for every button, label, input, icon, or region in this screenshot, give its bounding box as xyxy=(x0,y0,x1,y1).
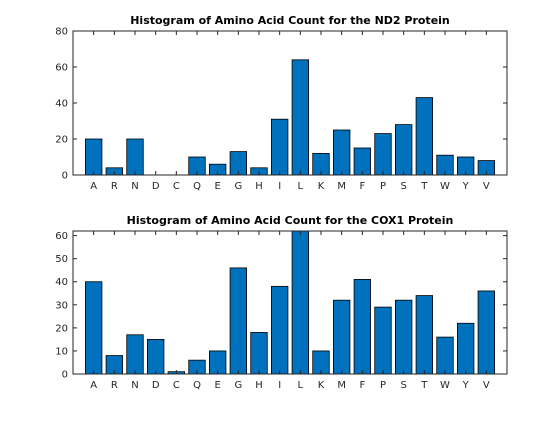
x-tick-label: S xyxy=(400,181,406,192)
x-tick-label: L xyxy=(298,380,304,391)
bar-F xyxy=(353,147,372,176)
bar-S xyxy=(394,299,413,375)
bar-M xyxy=(332,299,351,375)
bar-L xyxy=(291,230,310,375)
axes-box xyxy=(72,230,508,375)
bar-N xyxy=(126,138,144,176)
y-tick-label: 0 xyxy=(62,370,68,381)
x-tick-label: L xyxy=(298,181,304,192)
y-tick-label: 40 xyxy=(55,277,68,288)
y-tick-label: 20 xyxy=(55,323,68,334)
x-tick-label: K xyxy=(318,380,325,391)
x-tick-label: W xyxy=(440,181,450,192)
cox1-histogram-panel: Histogram of Amino Acid Count for the CO… xyxy=(55,214,508,391)
bar-F xyxy=(353,279,372,375)
x-tick-label: T xyxy=(420,380,428,391)
x-tick-label: Q xyxy=(193,181,201,192)
x-tick-label: Y xyxy=(462,380,470,391)
x-tick-label: H xyxy=(255,380,263,391)
y-tick-label: 50 xyxy=(55,254,68,265)
x-tick-label: N xyxy=(131,380,138,391)
bar-A xyxy=(85,281,103,375)
bar-H xyxy=(250,332,268,375)
bar-Y xyxy=(456,322,475,375)
x-tick-label: V xyxy=(483,181,490,192)
x-tick-label: G xyxy=(234,181,242,192)
bar-P xyxy=(374,306,392,375)
x-tick-label: A xyxy=(90,181,97,192)
y-tick-label: 60 xyxy=(55,231,68,242)
x-tick-label: A xyxy=(90,380,97,391)
bar-D xyxy=(146,338,165,375)
bar-S xyxy=(394,124,413,176)
x-tick-label: F xyxy=(359,181,365,192)
x-tick-label: N xyxy=(131,181,138,192)
bar-P xyxy=(374,133,392,176)
x-tick-label: R xyxy=(111,181,118,192)
x-tick-label: C xyxy=(173,181,180,192)
bar-N xyxy=(126,334,144,375)
y-tick-label: 10 xyxy=(55,346,68,357)
y-tick-label: 20 xyxy=(55,135,68,146)
y-tick-label: 30 xyxy=(55,300,68,311)
chart-title: Histogram of Amino Acid Count for the CO… xyxy=(127,214,454,227)
x-tick-label: I xyxy=(278,380,281,391)
x-tick-label: S xyxy=(400,380,406,391)
chart-title: Histogram of Amino Acid Count for the ND… xyxy=(130,14,450,27)
x-tick-label: D xyxy=(152,380,160,391)
bar-I xyxy=(270,118,289,176)
bar-G xyxy=(229,267,248,375)
bar-M xyxy=(332,129,351,176)
bar-A xyxy=(85,138,103,176)
x-tick-label: C xyxy=(173,380,180,391)
y-tick-label: 60 xyxy=(55,63,68,74)
bar-W xyxy=(436,336,454,375)
x-tick-label: M xyxy=(337,380,346,391)
y-tick-label: 40 xyxy=(55,99,68,110)
y-tick-label: 0 xyxy=(62,171,68,182)
x-tick-label: G xyxy=(234,380,242,391)
y-tick-label: 80 xyxy=(55,27,68,38)
x-tick-label: E xyxy=(215,181,221,192)
x-tick-label: I xyxy=(278,181,281,192)
bar-T xyxy=(415,97,434,176)
bar-V xyxy=(477,290,496,375)
bar-T xyxy=(415,295,434,375)
bar-I xyxy=(270,285,289,375)
nd2-histogram-panel: Histogram of Amino Acid Count for the ND… xyxy=(55,14,508,192)
x-tick-label: T xyxy=(420,181,428,192)
x-tick-label: H xyxy=(255,181,263,192)
bar-L xyxy=(291,59,310,176)
x-tick-label: P xyxy=(380,181,386,192)
x-tick-label: V xyxy=(483,380,490,391)
x-tick-label: K xyxy=(318,181,325,192)
x-tick-label: W xyxy=(440,380,450,391)
x-tick-label: F xyxy=(359,380,365,391)
x-tick-label: E xyxy=(215,380,221,391)
x-tick-label: Q xyxy=(193,380,201,391)
x-tick-label: Y xyxy=(462,181,470,192)
x-tick-label: R xyxy=(111,380,118,391)
x-tick-label: M xyxy=(337,181,346,192)
x-tick-label: D xyxy=(152,181,160,192)
x-tick-label: P xyxy=(380,380,386,391)
